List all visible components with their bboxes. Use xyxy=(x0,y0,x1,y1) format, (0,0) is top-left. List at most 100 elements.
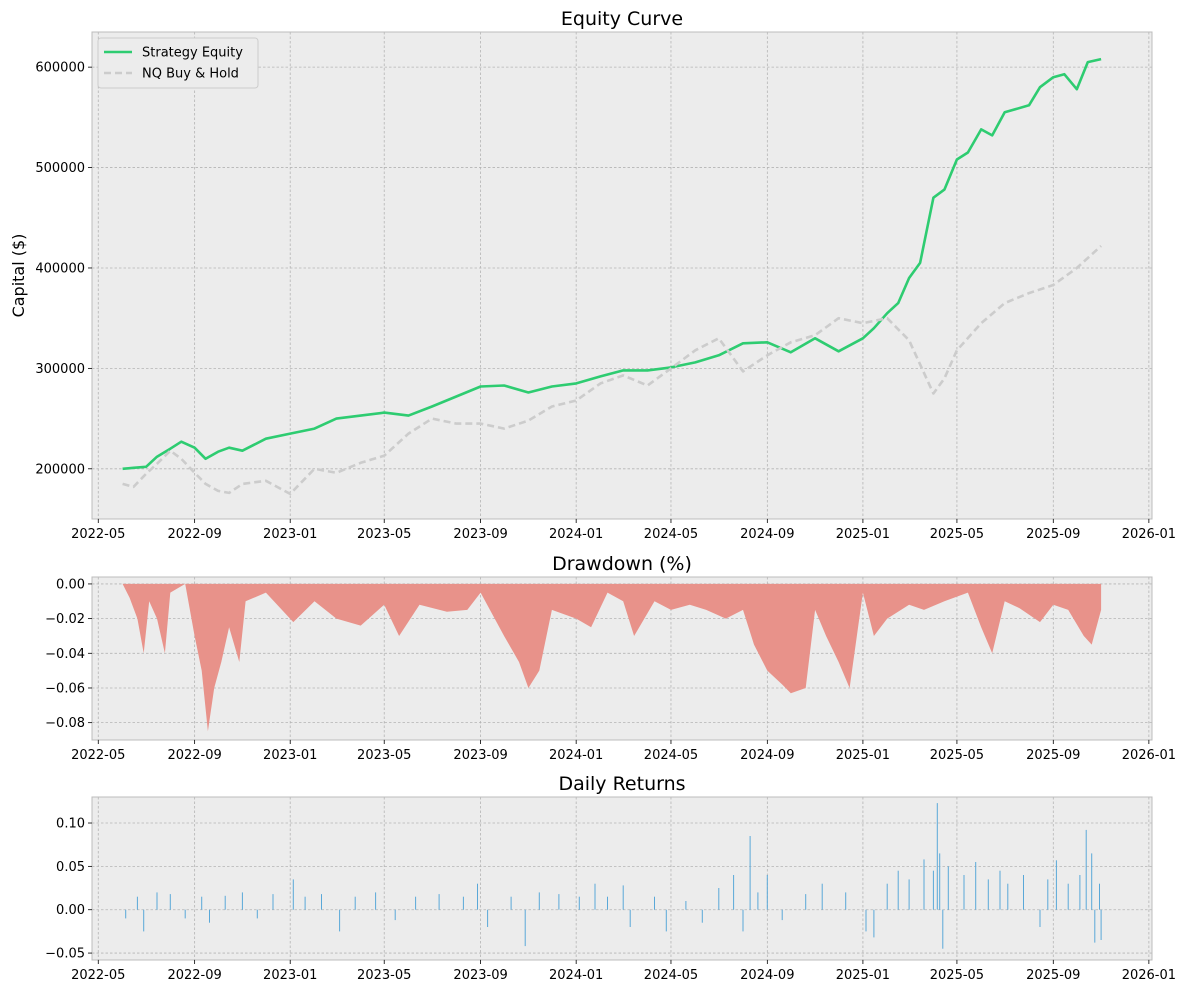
return-bar xyxy=(375,892,377,910)
return-bar xyxy=(942,909,944,949)
legend: Strategy Equity NQ Buy & Hold xyxy=(97,37,259,89)
return-bar xyxy=(665,909,667,932)
daily-returns-plot-area xyxy=(92,797,1152,960)
return-bar xyxy=(987,879,989,910)
return-bar xyxy=(1047,879,1049,910)
return-bar xyxy=(999,870,1001,910)
return-bar xyxy=(524,909,526,947)
y-tick-label: −0.05 xyxy=(45,947,85,962)
return-bar xyxy=(873,909,875,938)
x-tick-label: 2025-09 xyxy=(1026,968,1080,983)
x-tick-label: 2022-09 xyxy=(167,527,221,542)
x-tick-label: 2023-09 xyxy=(453,527,507,542)
return-bar xyxy=(932,870,934,910)
x-tick-label: 2025-01 xyxy=(836,968,890,983)
x-tick-label: 2026-01 xyxy=(1122,527,1176,542)
legend-box xyxy=(97,37,259,89)
y-tick-label: 400000 xyxy=(35,261,85,276)
return-bar xyxy=(1079,875,1081,910)
daily-returns-title: Daily Returns xyxy=(558,773,685,795)
drawdown-area xyxy=(122,583,1102,732)
drawdown-frame xyxy=(91,576,1153,741)
x-tick-label: 2022-09 xyxy=(167,968,221,983)
x-tick-label: 2023-09 xyxy=(453,748,507,763)
x-tick-label: 2023-01 xyxy=(263,527,317,542)
return-bar xyxy=(1023,875,1024,910)
x-tick-label: 2025-05 xyxy=(930,527,984,542)
return-bar xyxy=(1094,909,1096,943)
x-tick-label: 2025-01 xyxy=(836,748,890,763)
return-bar xyxy=(629,909,631,927)
return-bar xyxy=(749,836,751,910)
return-bar xyxy=(304,896,306,910)
return-bar xyxy=(201,896,203,910)
return-bar xyxy=(125,909,127,919)
y-tick-label: 0.10 xyxy=(56,817,85,832)
return-bar xyxy=(1007,883,1009,910)
return-bar xyxy=(923,859,925,910)
return-bar xyxy=(292,879,294,910)
x-tick-label: 2023-05 xyxy=(357,748,411,763)
return-bar xyxy=(701,909,703,923)
return-bar xyxy=(947,866,949,910)
x-tick-label: 2022-05 xyxy=(71,968,125,983)
drawdown-title: Drawdown (%) xyxy=(552,553,692,575)
series-line-strategy-equity xyxy=(122,57,1102,471)
return-bar xyxy=(897,870,899,910)
x-tick-label: 2023-01 xyxy=(263,968,317,983)
return-bar xyxy=(578,896,580,910)
y-tick-label: 600000 xyxy=(35,61,85,76)
return-bar xyxy=(136,896,138,910)
x-tick-label: 2024-01 xyxy=(549,748,603,763)
return-bar xyxy=(865,909,867,932)
return-bar xyxy=(224,895,226,910)
return-bar xyxy=(886,883,888,910)
return-bar xyxy=(487,909,489,927)
y-tick-label: −0.06 xyxy=(45,681,85,696)
y-tick-label: −0.02 xyxy=(45,612,85,627)
return-bar xyxy=(975,862,977,910)
return-bar xyxy=(936,803,938,910)
equity-curve-panel: Strategy Equity NQ Buy & Hold 2022-05 2022-… xyxy=(9,8,1176,542)
x-tick-label: 2025-01 xyxy=(836,527,890,542)
y-tick-label: 0.00 xyxy=(56,577,85,592)
return-bar xyxy=(477,883,478,910)
x-tick-label: 2025-05 xyxy=(930,968,984,983)
return-bar xyxy=(781,909,783,921)
x-tick-label: 2025-09 xyxy=(1026,527,1080,542)
return-bar xyxy=(272,894,274,910)
x-tick-label: 2025-05 xyxy=(930,748,984,763)
return-bar xyxy=(685,901,687,910)
return-bar xyxy=(241,892,243,910)
return-bar xyxy=(415,896,417,910)
y-tick-label: −0.04 xyxy=(45,647,85,662)
return-bar xyxy=(538,892,540,910)
x-tick-label: 2024-09 xyxy=(740,527,794,542)
return-bar xyxy=(845,892,847,910)
return-bar xyxy=(733,875,735,910)
x-tick-label: 2023-01 xyxy=(263,748,317,763)
equity-curve-frame xyxy=(91,31,1153,520)
x-tick-label: 2024-01 xyxy=(549,968,603,983)
x-tick-label: 2025-09 xyxy=(1026,748,1080,763)
x-tick-label: 2022-09 xyxy=(167,748,221,763)
legend-label: Strategy Equity xyxy=(142,46,243,61)
return-bar xyxy=(757,892,759,910)
x-tick-label: 2024-01 xyxy=(549,527,603,542)
return-bar xyxy=(354,896,356,910)
return-bar xyxy=(143,909,145,932)
y-tick-label: −0.08 xyxy=(45,716,85,731)
y-tick-label: 0.05 xyxy=(56,860,85,875)
return-bar xyxy=(184,909,186,919)
return-bar xyxy=(209,909,210,923)
y-tick-label: 500000 xyxy=(35,161,85,176)
return-bar xyxy=(1085,829,1087,910)
return-bar xyxy=(462,896,464,910)
y-tick-label: 300000 xyxy=(35,362,85,377)
return-bar xyxy=(1100,909,1102,940)
return-bar xyxy=(1091,853,1093,910)
x-tick-label: 2022-05 xyxy=(71,748,125,763)
return-bar xyxy=(1099,883,1100,910)
x-tick-label: 2024-09 xyxy=(740,968,794,983)
